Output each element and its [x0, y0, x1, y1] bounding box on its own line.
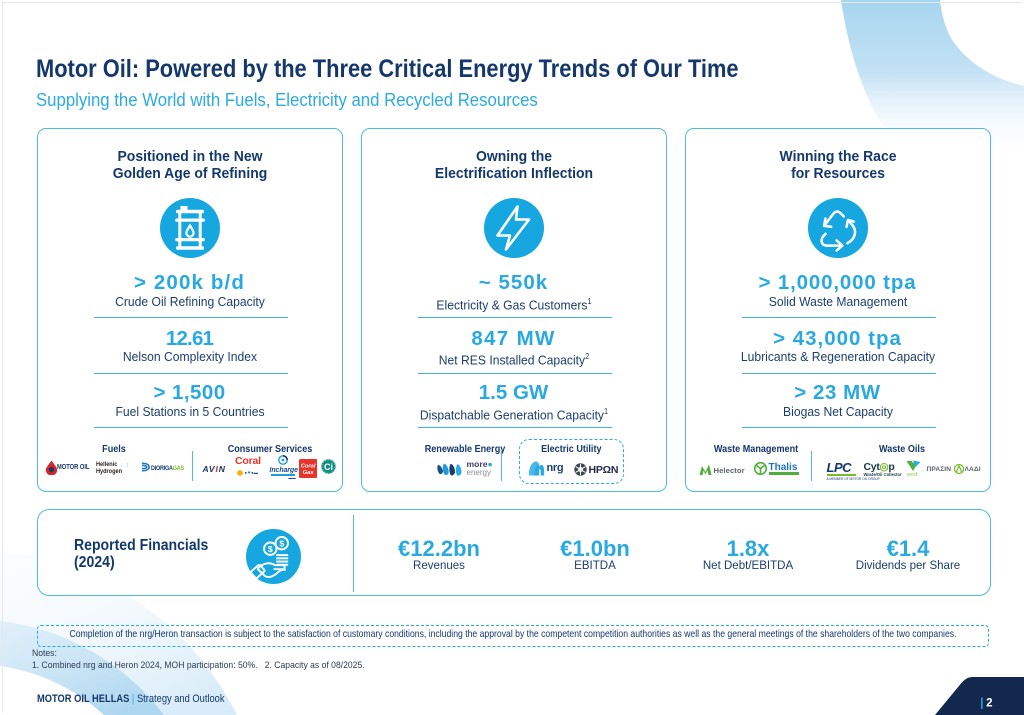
svg-text:$: $	[268, 543, 273, 553]
svg-text:Gas: Gas	[302, 470, 314, 476]
svg-text:$: $	[279, 538, 284, 548]
svg-text:Ci: Ci	[324, 462, 333, 472]
svg-text:|: |	[980, 698, 983, 710]
svg-text:2: 2	[986, 698, 992, 710]
svg-text:Coral: Coral	[300, 463, 315, 469]
